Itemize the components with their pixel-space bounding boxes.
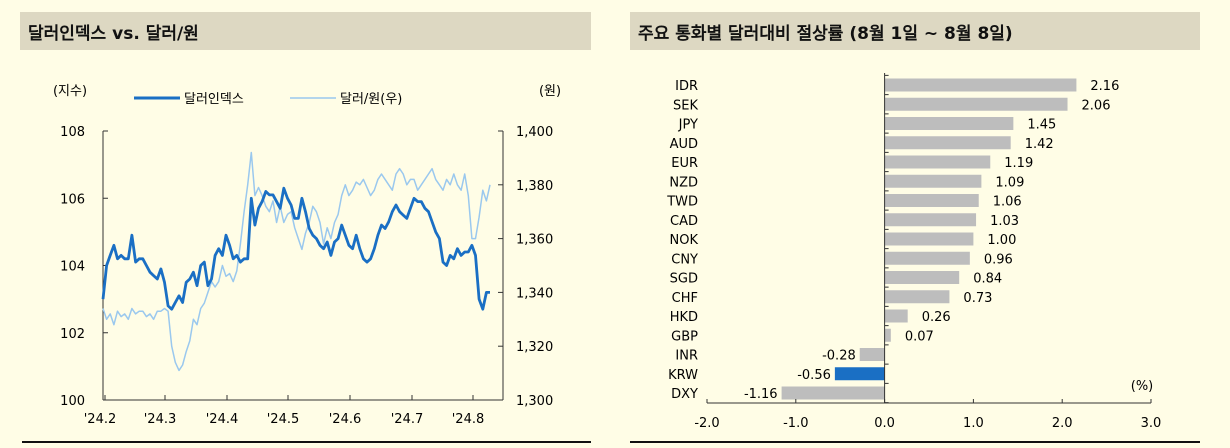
value-label: 1.03: [990, 214, 1019, 229]
value-label: 2.16: [1090, 79, 1119, 94]
left-y-tick-label: 100: [60, 394, 85, 409]
left-y-tick-label: 106: [60, 192, 85, 207]
x-tick-label: '24.6: [329, 412, 362, 427]
value-label: 1.45: [1027, 118, 1056, 133]
bar-sek: [884, 97, 1068, 111]
bar-aud: [884, 136, 1011, 150]
left-axis-unit: (지수): [53, 84, 87, 99]
category-label: IDR: [675, 79, 698, 94]
value-label: 1.00: [987, 233, 1016, 248]
legend-label-krw: 달러/원(우): [340, 92, 402, 107]
value-label: 2.06: [1082, 98, 1111, 113]
bar-idr: [884, 78, 1077, 92]
category-label: DXY: [671, 387, 698, 402]
category-label: SGD: [670, 272, 698, 287]
bar-nok: [884, 232, 974, 246]
left-chart-title: 달러인덱스 vs. 달러/원: [20, 12, 591, 50]
category-label: NOK: [670, 233, 699, 248]
left-bottom-rule: [22, 441, 591, 443]
value-label: -0.28: [822, 349, 856, 364]
category-label: SEK: [673, 98, 698, 113]
category-label: AUD: [670, 137, 698, 152]
x-tick-label: '24.8: [452, 412, 485, 427]
right-y-tick-label: 1,340: [516, 286, 553, 301]
value-label: 1.19: [1004, 156, 1033, 171]
category-label: CNY: [671, 252, 698, 267]
value-label: 0.73: [963, 291, 992, 306]
category-label: CHF: [672, 291, 698, 306]
category-label: HKD: [670, 310, 698, 325]
value-label: 1.06: [993, 195, 1022, 210]
right-y-tick-label: 1,320: [516, 340, 553, 355]
value-label: 0.84: [973, 272, 1002, 287]
currency-change-panel: 주요 통화별 달러대비 절상률 (8월 1일 ~ 8월 8일) IDR 2.16 S…: [630, 0, 1230, 448]
value-label: 0.26: [922, 310, 951, 325]
bar-krw: [834, 367, 885, 381]
bar-cny: [884, 251, 970, 265]
bar-cad: [884, 213, 977, 227]
value-label: -0.56: [797, 368, 831, 383]
bar-twd: [884, 194, 979, 207]
right-chart-title: 주요 통화별 달러대비 절상률 (8월 1일 ~ 8월 8일): [630, 12, 1200, 50]
bar-sgd: [884, 271, 960, 284]
right-y-tick-label: 1,380: [516, 179, 553, 194]
category-label: EUR: [671, 156, 698, 171]
value-label: 1.42: [1025, 137, 1054, 152]
line-chart: 100 102 104 106 108 1,300 1,320 1,340 1,360 1,380…: [53, 84, 561, 427]
right-bottom-rule: [630, 441, 1200, 443]
bar-chf: [884, 290, 950, 304]
category-label: JPY: [678, 118, 698, 133]
x-tick-label: -1.0: [783, 416, 808, 431]
category-label: NZD: [669, 175, 698, 190]
category-label: CAD: [670, 214, 698, 229]
bar-gbp: [884, 328, 891, 342]
bar-inr: [859, 348, 885, 361]
left-y-tick-label: 104: [60, 260, 85, 275]
legend-label-dxy: 달러인덱스: [184, 92, 244, 107]
value-label: 1.09: [995, 175, 1024, 190]
value-label: 0.07: [905, 329, 934, 344]
left-y-tick-label: 108: [60, 125, 85, 140]
bar-jpy: [884, 117, 1014, 130]
x-tick-label: 2.0: [1052, 416, 1073, 431]
x-axis-unit: (%): [1131, 379, 1154, 394]
x-tick-label: -2.0: [694, 416, 719, 431]
x-tick-label: 1.0: [963, 416, 984, 431]
x-tick-label: '24.3: [144, 412, 177, 427]
x-tick-label: '24.4: [206, 412, 239, 427]
x-tick-label: '24.7: [391, 412, 424, 427]
bar-nzd: [884, 174, 982, 188]
right-y-tick-label: 1,300: [516, 394, 553, 409]
left-y-tick-label: 102: [60, 327, 85, 342]
x-tick-label: '24.2: [84, 412, 117, 427]
right-y-tick-label: 1,400: [516, 125, 553, 140]
bar-chart: IDR 2.16 SEK 2.06 JPY 1.45 AUD 1.42 EUR 1.19 NZD 1.…: [666, 73, 1162, 431]
dxy-krw-panel: 달러인덱스 vs. 달러/원 100 102 104 106 108 1,300 1,320…: [0, 0, 600, 448]
value-label: -1.16: [744, 387, 778, 402]
x-tick-label: 0.0: [874, 416, 895, 431]
bar-hkd: [884, 309, 908, 323]
category-label: INR: [675, 349, 698, 364]
category-label: KRW: [668, 368, 698, 383]
right-y-tick-label: 1,360: [516, 233, 553, 248]
series-line-krw: [102, 151, 491, 372]
category-label: GBP: [671, 329, 698, 344]
bar-eur: [884, 155, 991, 169]
x-tick-label: '24.5: [267, 412, 300, 427]
category-label: TWD: [666, 195, 698, 210]
right-axis-unit: (원): [539, 84, 561, 99]
x-tick-label: 3.0: [1141, 416, 1162, 431]
value-label: 0.96: [984, 252, 1013, 267]
series-line-dxy: [101, 186, 490, 311]
bar-dxy: [781, 386, 885, 400]
